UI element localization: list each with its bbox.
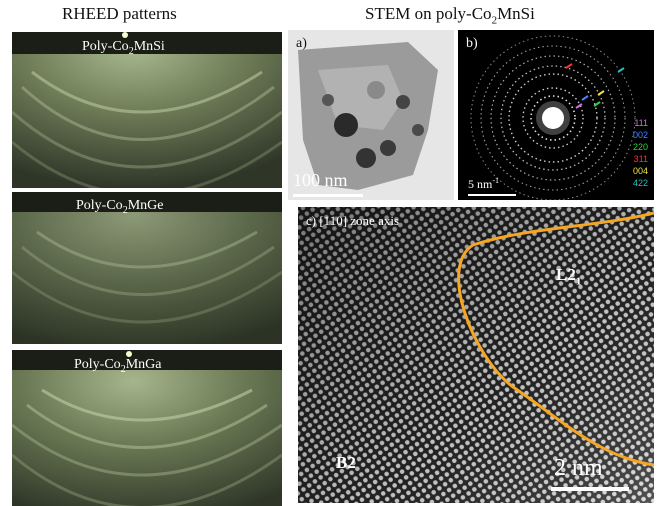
legend-422: 422 xyxy=(632,178,648,188)
rheed-label-co2mnge: Poly-Co2MnGe xyxy=(76,198,164,216)
rheed-panel-co2mnsi: Poly-Co2MnSi xyxy=(12,32,282,188)
stem-panel-b: b) 111 002 220 311 004 422 5 nm-1 xyxy=(458,30,654,200)
rheed-pattern-image xyxy=(12,32,282,188)
panel-c-label: c) [110] zone axis xyxy=(306,213,400,228)
stem-panel-c: c) [110] zone axis L21 B2 2 nm xyxy=(298,207,654,503)
rheed-label-co2mnsi: Poly-Co2MnSi xyxy=(82,39,165,57)
panel-b-scale-bar xyxy=(468,194,516,196)
panel-a-scale-label: 100 nm xyxy=(293,170,348,190)
rheed-pattern-image xyxy=(12,192,282,344)
rheed-panel-co2mnge: Poly-Co2MnGe xyxy=(12,192,282,344)
panel-c-scale-bar xyxy=(551,487,629,491)
lattice-image xyxy=(298,207,654,503)
legend-111: 111 xyxy=(634,118,648,128)
diffraction-pattern xyxy=(458,30,654,200)
legend-002: 002 xyxy=(632,130,648,140)
stem-panel-a: a) 100 nm xyxy=(288,30,454,200)
legend-004: 004 xyxy=(632,166,648,176)
tem-image xyxy=(288,30,454,200)
panel-b-scale-label: 5 nm-1 xyxy=(468,176,500,191)
rheed-header: RHEED patterns xyxy=(62,4,177,23)
stem-header: STEM on poly-Co2MnSi xyxy=(365,4,535,27)
panel-a-scale-bar xyxy=(293,194,363,197)
legend-220: 220 xyxy=(632,142,648,152)
phase-label-l21: L21 xyxy=(556,265,582,288)
rheed-panel-co2mnga: Poly-Co2MnGa xyxy=(12,350,282,506)
panel-c-scale-label: 2 nm xyxy=(554,455,603,481)
legend-311: 311 xyxy=(633,154,648,164)
phase-label-b2: B2 xyxy=(336,453,356,472)
rheed-label-co2mnga: Poly-Co2MnGa xyxy=(74,357,162,375)
panel-a-label: a) xyxy=(296,36,307,51)
rheed-pattern-image xyxy=(12,350,282,506)
panel-b-label: b) xyxy=(466,36,478,51)
